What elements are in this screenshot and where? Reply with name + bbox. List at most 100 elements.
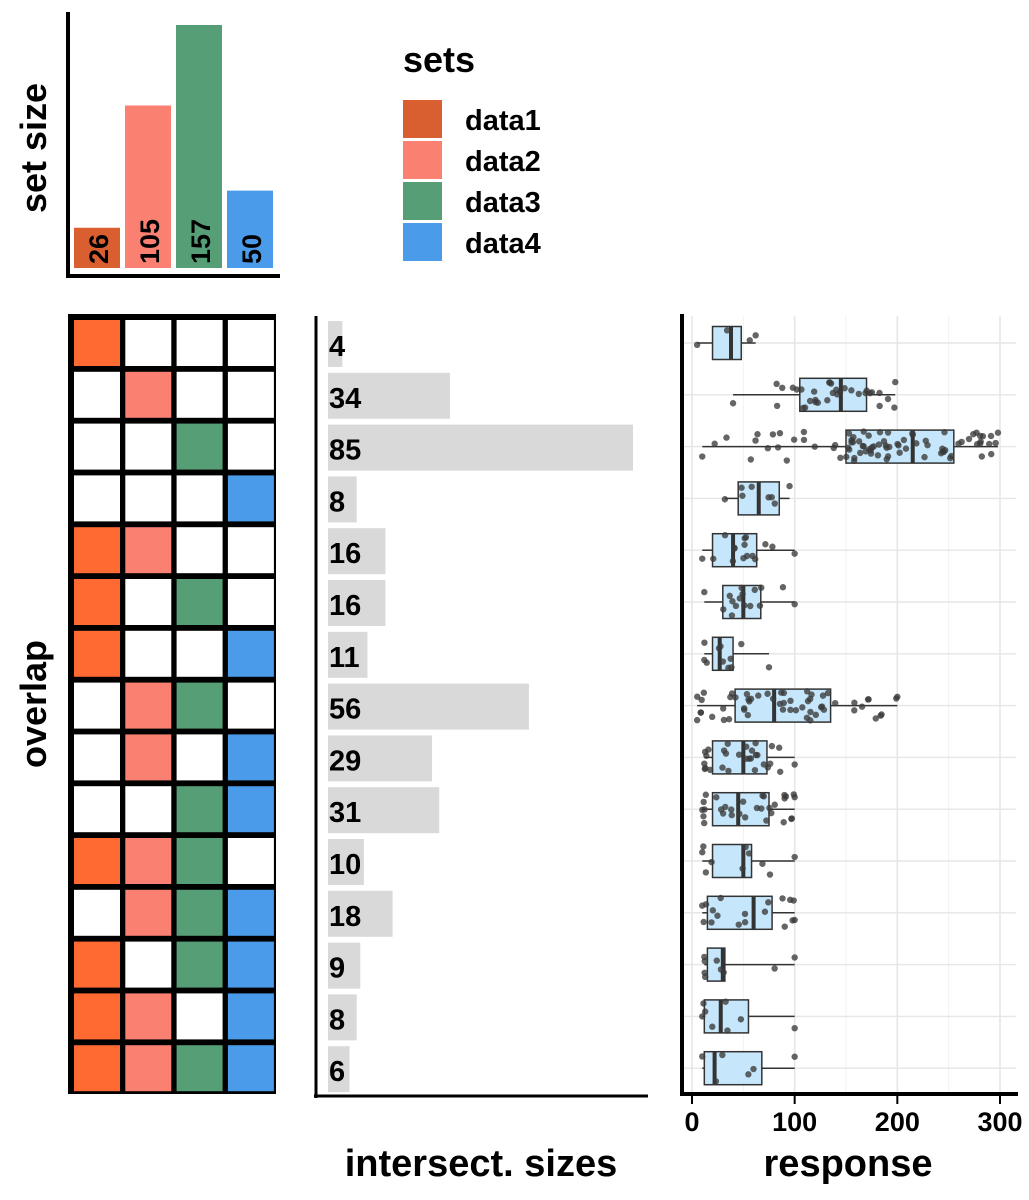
intersect-value-11: 10 [329, 849, 361, 881]
point-2-2 [892, 378, 899, 386]
point-3-44 [884, 429, 892, 436]
overlap-cell-r12-data4 [227, 889, 274, 936]
point-9-18 [724, 740, 731, 747]
point-2-13 [855, 390, 863, 398]
point-8-45 [831, 699, 839, 707]
overlap-cell-r11-data1 [74, 838, 120, 884]
point-1-4 [746, 337, 753, 344]
point-8-42 [851, 699, 858, 706]
overlap-cell-r3-data2 [125, 423, 172, 470]
point-14-5 [700, 1000, 707, 1007]
intersect-value-5: 16 [329, 538, 361, 570]
set-size-value-data3: 157 [186, 219, 216, 264]
point-8-26 [741, 706, 748, 713]
overlap-cell-r6-data1 [74, 579, 120, 625]
point-3-42 [764, 445, 772, 452]
point-11-6 [742, 843, 749, 851]
point-3-80 [909, 430, 916, 437]
point-3-13 [790, 436, 798, 443]
intersect-bar-9 [328, 735, 433, 782]
point-9-28 [701, 765, 709, 773]
point-3-58 [902, 445, 910, 452]
point-3-46 [900, 436, 908, 444]
point-9-8 [754, 751, 761, 759]
point-10-31 [759, 792, 766, 799]
point-3-68 [776, 429, 784, 437]
response-axis-label: response [764, 1143, 933, 1185]
point-2-12 [801, 404, 809, 411]
overlap-cell-r13-data3 [176, 941, 223, 988]
point-5-1 [699, 555, 706, 562]
point-8-32 [858, 703, 866, 710]
point-13-7 [701, 973, 709, 981]
point-5-11 [710, 555, 717, 562]
point-3-50 [986, 440, 993, 448]
point-9-2 [791, 761, 798, 768]
intersect-value-4: 8 [329, 486, 345, 518]
point-3-35 [922, 437, 929, 444]
point-11-3 [708, 858, 715, 866]
point-12-11 [708, 919, 715, 926]
point-8-27 [893, 695, 900, 702]
overlap-cell-r2-data1 [74, 371, 120, 418]
response-box-1 [693, 325, 759, 361]
overlap-cell-r8-data3 [176, 682, 223, 729]
point-9-27 [766, 760, 774, 767]
point-6-7 [728, 612, 736, 619]
point-10-3 [771, 801, 778, 808]
point-15-4 [750, 1065, 757, 1073]
overlap-cell-r6-data2 [125, 579, 172, 625]
point-8-22 [851, 707, 858, 714]
point-7-3 [727, 655, 734, 662]
point-7-8 [703, 659, 710, 666]
point-2-14 [836, 388, 844, 396]
point-12-13 [717, 894, 724, 902]
point-3-85 [870, 443, 877, 450]
overlap-cell-r9-data2 [125, 734, 172, 781]
point-5-7 [742, 534, 750, 541]
point-4-7 [771, 500, 778, 507]
point-13-8 [720, 969, 727, 976]
point-8-50 [697, 709, 705, 716]
overlap-cell-r8-data2 [125, 682, 172, 729]
intersect-value-3: 85 [329, 435, 361, 467]
overlap-cell-r10-data1 [74, 786, 120, 833]
point-2-19 [829, 389, 837, 397]
point-8-17 [779, 706, 787, 713]
point-7-11 [715, 645, 723, 652]
point-8-30 [808, 691, 815, 698]
point-15-1 [699, 1053, 706, 1060]
overlap-cell-r5-data1 [74, 527, 120, 574]
point-9-13 [768, 742, 776, 750]
point-6-1 [701, 588, 708, 596]
box-13 [706, 947, 726, 982]
point-2-15 [773, 380, 780, 388]
overlap-cell-r8-data4 [227, 682, 274, 729]
point-10-9 [768, 809, 775, 817]
overlap-cell-r10-data3 [176, 786, 223, 833]
intersect-value-14: 8 [329, 1004, 345, 1036]
overlap-cell-r2-data4 [227, 371, 274, 418]
response-box-8 [693, 688, 901, 724]
point-8-48 [780, 699, 788, 707]
point-11-10 [702, 869, 710, 876]
overlap-panel: overlap [13, 314, 276, 1094]
point-9-19 [705, 746, 712, 753]
point-8-53 [803, 688, 811, 695]
point-13-9 [713, 957, 720, 964]
point-12-12 [765, 899, 772, 906]
point-3-72 [769, 431, 777, 438]
point-15-3 [719, 1051, 726, 1059]
point-12-14 [700, 918, 707, 926]
overlap-cell-r6-data3 [176, 579, 223, 625]
point-9-29 [707, 766, 714, 774]
point-3-24 [978, 453, 986, 460]
point-3-67 [948, 452, 955, 460]
point-8-51 [820, 706, 828, 713]
overlap-cell-r5-data4 [227, 527, 274, 574]
response-tick-label-200: 200 [875, 1107, 920, 1137]
point-3-69 [859, 442, 867, 450]
intersect-bars: 4 34 85 8 16 16 11 56 29 31 10 18 9 8 6 [328, 321, 633, 1093]
point-3-75 [875, 441, 883, 448]
point-3-56 [857, 449, 864, 457]
